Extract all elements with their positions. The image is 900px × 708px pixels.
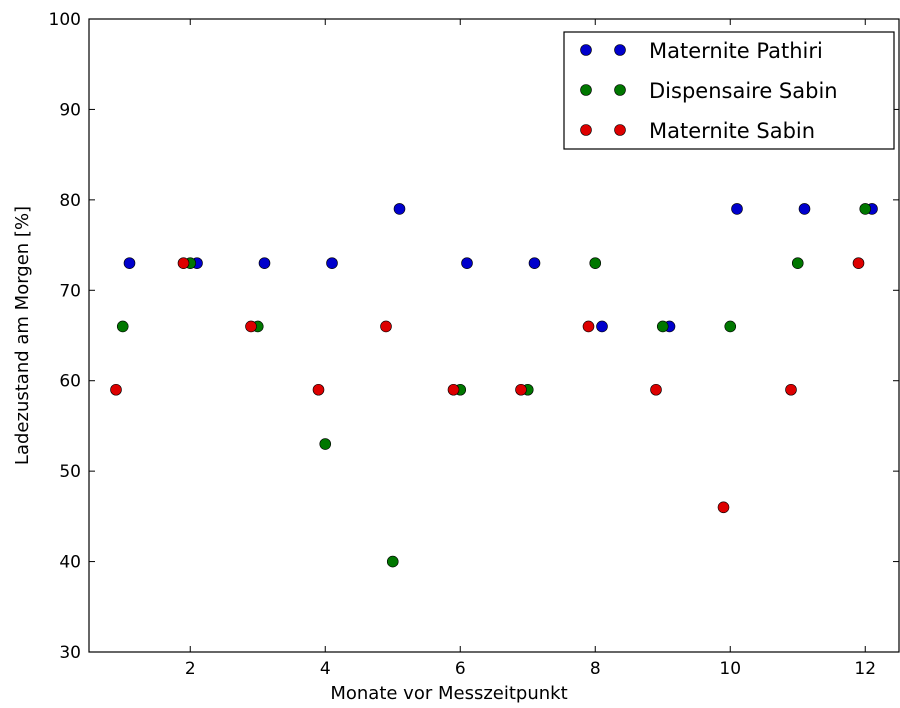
data-point: [724, 320, 737, 333]
data-point: [596, 320, 608, 333]
data-point: [650, 383, 662, 396]
plot-frame: [88, 18, 900, 653]
data-point: [312, 383, 325, 396]
data-point: [245, 320, 257, 333]
y-tick-label: 90: [59, 100, 81, 120]
data-point: [582, 320, 595, 333]
data-point: [116, 320, 129, 333]
legend: Maternite Pathiri Dispensaire Sabin Matern…: [563, 31, 895, 150]
data-point: [461, 257, 473, 269]
data-point: [852, 257, 865, 269]
data-point: [589, 257, 602, 269]
y-axis-label: Ladezustand am Morgen [%]: [12, 206, 33, 465]
legend-marker: [580, 84, 592, 96]
x-tick-label: 8: [590, 659, 601, 679]
data-point: [528, 257, 541, 269]
x-tick-label: 4: [320, 659, 331, 679]
data-point: [859, 203, 872, 215]
y-tick-label: 40: [59, 553, 81, 573]
x-axis-label: Monate vor Messzeitpunkt: [330, 683, 567, 704]
data-point: [386, 555, 399, 568]
data-point: [319, 438, 332, 450]
x-tick-label: 2: [185, 659, 196, 679]
axes: 2 4 6 8 10 12 30 40 50 60 70 80 90 100 Monate vor Mess…: [12, 10, 900, 704]
y-tick-label: 30: [59, 643, 81, 663]
legend-label: Maternite Sabin: [649, 119, 815, 143]
data-point: [110, 383, 122, 396]
data-point: [785, 383, 797, 396]
legend-marker: [614, 44, 626, 56]
data-point: [123, 257, 136, 269]
x-tick-label: 12: [854, 659, 876, 679]
data-point: [326, 257, 338, 269]
data-point: [258, 257, 271, 269]
legend-label: Dispensaire Sabin: [649, 79, 838, 103]
data-point: [731, 203, 743, 215]
x-tick-label: 6: [455, 659, 466, 679]
data-point: [791, 257, 804, 269]
legend-marker: [580, 44, 592, 56]
y-tick-label: 80: [59, 191, 81, 211]
x-tick-label: 10: [719, 659, 741, 679]
legend-marker: [614, 84, 626, 96]
y-tick-label: 60: [59, 372, 81, 392]
data-point: [380, 320, 392, 333]
data-point: [798, 203, 811, 215]
data-point: [717, 501, 730, 514]
data-point: [447, 383, 460, 396]
y-tick-label: 100: [49, 10, 81, 30]
data-point: [393, 203, 406, 215]
plot-area: [110, 203, 878, 568]
legend-marker: [580, 124, 592, 136]
legend-marker: [614, 124, 626, 136]
data-point: [515, 383, 527, 396]
y-tick-label: 70: [59, 281, 81, 301]
y-tick-label: 50: [59, 462, 81, 482]
data-point: [177, 257, 190, 269]
legend-label: Maternite Pathiri: [649, 39, 823, 63]
data-point: [656, 320, 669, 333]
